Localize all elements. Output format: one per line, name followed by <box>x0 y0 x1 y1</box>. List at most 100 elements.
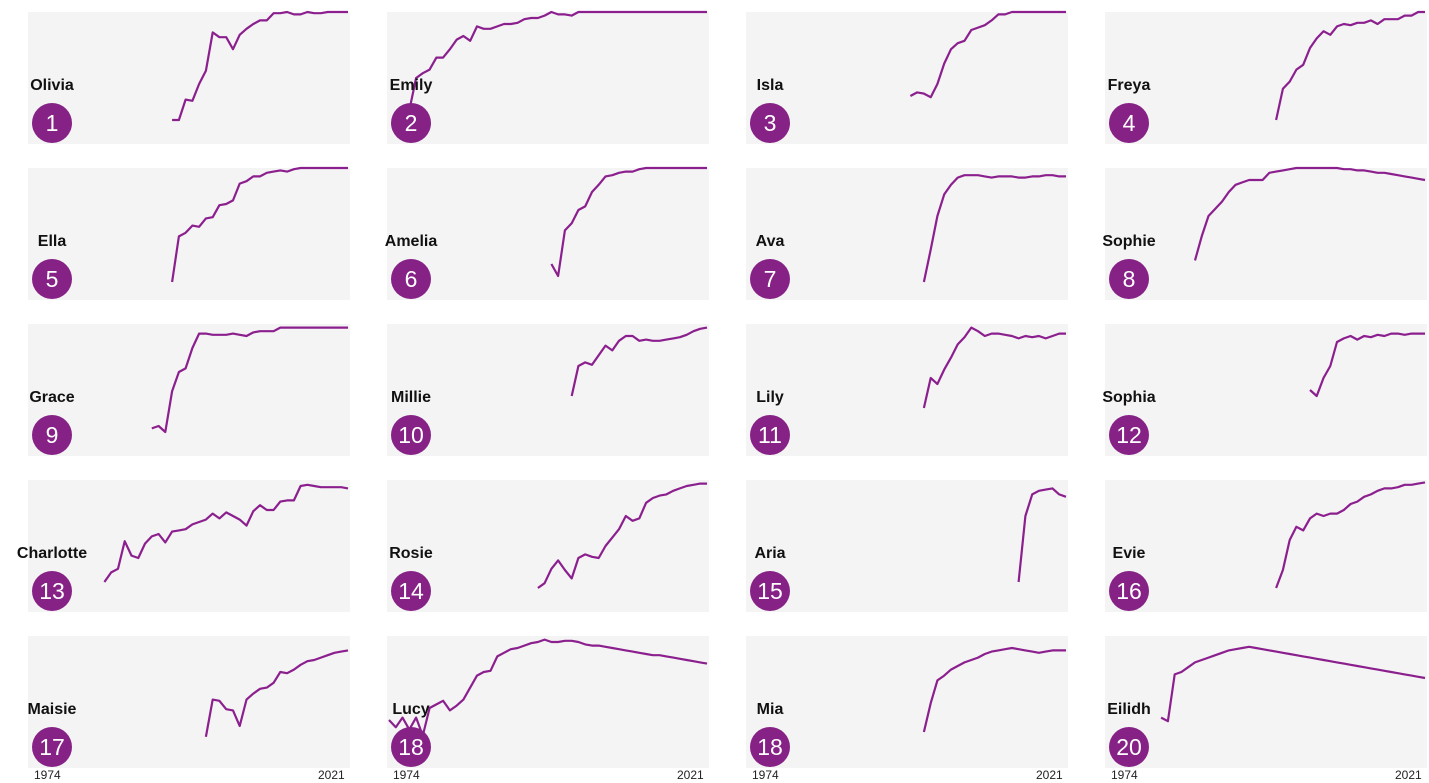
rank-badge: 20 <box>1109 727 1149 767</box>
series-line-grace <box>151 326 348 434</box>
panel-background <box>1105 480 1427 612</box>
x-tick-label-start: 1974 <box>1111 768 1138 782</box>
panel-ava: Ava 7 <box>718 156 1070 312</box>
sparkline-chart <box>1275 10 1425 121</box>
x-tick-label-start: 1974 <box>393 768 420 782</box>
series-line-lucy <box>388 638 708 737</box>
series-line-charlotte <box>103 483 349 583</box>
panel-background <box>1105 168 1427 300</box>
series-line-maisie <box>204 649 349 737</box>
panel-lily: Lily 11 <box>718 312 1070 468</box>
sparkline-chart <box>550 166 707 278</box>
name-label: Grace <box>29 389 75 406</box>
panel-sophia: Sophia 12 <box>1077 312 1429 468</box>
panel-emily: Emily 2 <box>359 0 711 156</box>
sparkline-chart <box>1275 481 1426 589</box>
name-label: Mia <box>756 701 784 718</box>
panel-background <box>1105 12 1427 144</box>
panel-maisie: Maisie 17 1974 2021 <box>0 624 352 782</box>
panel-background <box>28 480 350 612</box>
name-label: Emily <box>389 77 433 94</box>
sparkline-chart <box>909 10 1066 99</box>
rank-badge: 5 <box>32 259 72 299</box>
panel-grace: Grace 9 <box>0 312 352 468</box>
sparkline-chart <box>922 174 1066 283</box>
name-label: Ella <box>37 233 67 250</box>
name-label: Lily <box>756 389 784 406</box>
panel-amelia: Amelia 6 <box>359 156 711 312</box>
panel-background <box>28 12 350 144</box>
rank-badge: 17 <box>32 727 72 767</box>
name-label: Olivia <box>30 77 74 94</box>
panel-olivia: Olivia 1 <box>0 0 352 156</box>
panel-background <box>387 168 709 300</box>
name-label: Rosie <box>389 545 433 562</box>
series-line-ava <box>922 174 1066 283</box>
rank-badge: 2 <box>391 103 431 143</box>
series-line-millie <box>570 326 708 397</box>
panel-background <box>746 480 1068 612</box>
panel-millie: Millie 10 <box>359 312 711 468</box>
rank-badge: 1 <box>32 103 72 143</box>
panel-isla: Isla 3 <box>718 0 1070 156</box>
rank-badge: 15 <box>750 571 790 611</box>
series-line-olivia <box>172 10 348 122</box>
series-line-mia <box>922 646 1066 733</box>
name-label: Maisie <box>27 701 77 718</box>
series-line-eilidh <box>1160 645 1426 723</box>
series-line-amelia <box>550 166 707 278</box>
name-label: Eilidh <box>1107 701 1151 718</box>
panel-background <box>1105 636 1427 768</box>
name-label: Lucy <box>392 701 430 718</box>
rank-badge: 14 <box>391 571 431 611</box>
panel-background <box>387 12 709 144</box>
sparkline-chart <box>151 326 348 434</box>
sparkline-chart <box>408 10 707 111</box>
x-tick-label-end: 2021 <box>677 768 704 782</box>
panel-evie: Evie 16 <box>1077 468 1429 624</box>
name-label: Sophia <box>1102 389 1156 406</box>
rank-badge: 3 <box>750 103 790 143</box>
panel-background <box>387 480 709 612</box>
rank-badge: 12 <box>1109 415 1149 455</box>
sparkline-chart <box>171 166 348 283</box>
x-tick-label-end: 2021 <box>1395 768 1422 782</box>
panel-ella: Ella 5 <box>0 156 352 312</box>
sparkline-chart <box>204 649 349 737</box>
rank-badge: 11 <box>750 415 790 455</box>
rank-badge: 6 <box>391 259 431 299</box>
sparkline-chart <box>922 326 1066 409</box>
sparkline-chart <box>570 326 708 397</box>
panel-background <box>746 168 1068 300</box>
sparkline-chart <box>1309 332 1425 398</box>
sparkline-chart <box>1017 487 1067 583</box>
series-line-emily <box>408 10 707 111</box>
panel-lucy: Lucy 18 1974 2021 <box>359 624 711 782</box>
series-line-isla <box>909 10 1066 99</box>
rank-badge: 16 <box>1109 571 1149 611</box>
rank-badge: 13 <box>32 571 72 611</box>
panel-background <box>746 636 1068 768</box>
x-tick-label-end: 2021 <box>1036 768 1063 782</box>
name-label: Aria <box>754 545 786 562</box>
sparkline-chart <box>103 483 349 583</box>
name-label: Freya <box>1107 77 1151 94</box>
name-label: Millie <box>390 389 432 406</box>
name-label: Sophie <box>1102 233 1156 250</box>
name-label: Isla <box>756 77 784 94</box>
series-line-ella <box>171 166 348 283</box>
panel-aria: Aria 15 <box>718 468 1070 624</box>
rank-badge: 7 <box>750 259 790 299</box>
x-tick-label-end: 2021 <box>318 768 345 782</box>
x-tick-label-start: 1974 <box>34 768 61 782</box>
series-line-freya <box>1275 10 1425 121</box>
sparkline-chart <box>1160 645 1426 723</box>
series-line-evie <box>1275 481 1426 589</box>
series-line-rosie <box>537 482 707 589</box>
sparkline-chart <box>1193 166 1426 261</box>
panel-background <box>28 324 350 456</box>
name-label: Charlotte <box>16 545 88 562</box>
panel-background <box>28 636 350 768</box>
rank-badge: 9 <box>32 415 72 455</box>
